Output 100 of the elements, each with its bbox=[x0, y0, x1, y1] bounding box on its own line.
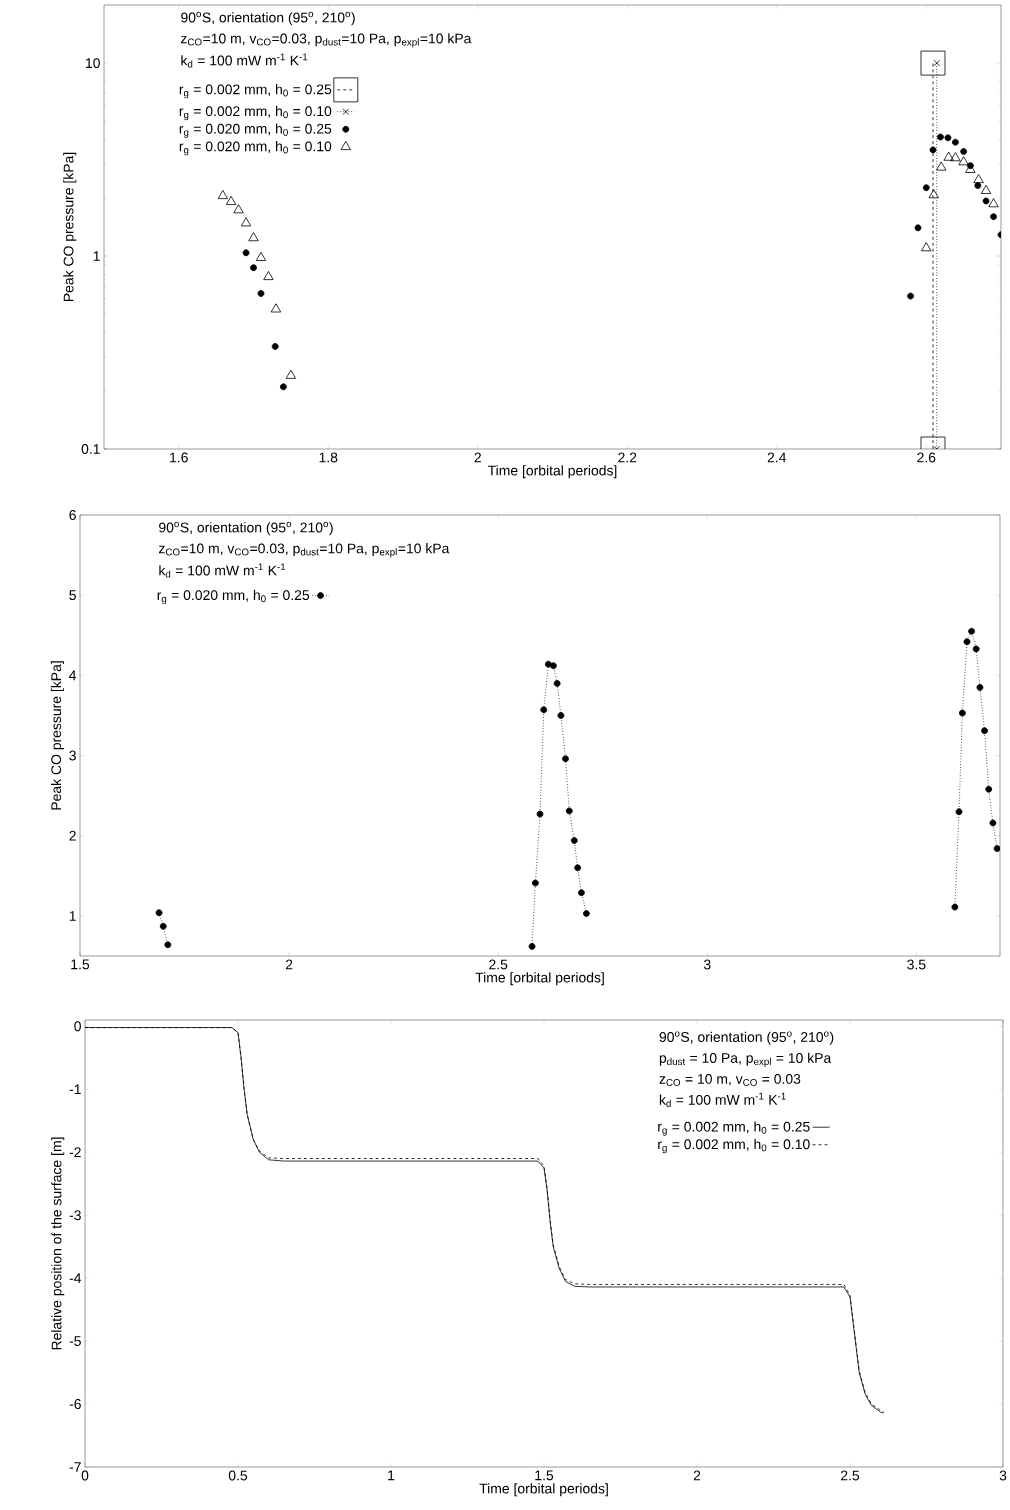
legend-label: r$_{g}$ = 0.002 mm, h$_{0}$ = 0.10 bbox=[179, 105, 332, 121]
point bbox=[943, 151, 954, 161]
point bbox=[583, 910, 590, 917]
point bbox=[532, 879, 539, 887]
point bbox=[536, 810, 544, 818]
point bbox=[989, 819, 997, 827]
x-tick-label: 2.2 bbox=[618, 452, 637, 463]
point bbox=[968, 627, 975, 635]
point bbox=[233, 204, 244, 214]
text: z$_{CO}$=10 m, v$_{CO}$=0.03, p$_{dust}$=10 Pa, p$_{expl}$=10 kPa bbox=[181, 33, 472, 48]
point bbox=[937, 133, 944, 141]
point bbox=[280, 383, 287, 391]
point bbox=[562, 755, 569, 763]
x-tick-label: 2 bbox=[474, 452, 481, 463]
point bbox=[270, 303, 282, 313]
y-tick-label: 6 bbox=[69, 510, 76, 520]
annotation: 90$^{o}$S, orientation (95$^{o}$, 210$^{o}$) bbox=[181, 11, 355, 26]
y-tick-label: 2 bbox=[69, 830, 76, 841]
annotation: k$_{d}$ = 100 mW m$^{-1}$ K$^{-1}$ bbox=[181, 53, 308, 68]
point bbox=[974, 182, 982, 189]
y-tick-label: 10 bbox=[86, 58, 100, 69]
point bbox=[950, 152, 961, 162]
y-tick-label: 5 bbox=[69, 590, 76, 601]
point bbox=[976, 684, 984, 691]
point bbox=[225, 195, 237, 205]
point bbox=[985, 785, 993, 793]
x-tick-label: 2.5 bbox=[489, 959, 508, 970]
x-tick-label: 3.5 bbox=[907, 959, 926, 970]
text: z$_{CO}$=10 m, v$_{CO}$=0.03, p$_{dust}$=10 Pa, p$_{expl}$=10 kPa bbox=[158, 543, 450, 558]
point bbox=[540, 706, 548, 714]
annotation: 90$^{o}$S, orientation (95$^{o}$, 210$^{o}$) bbox=[159, 521, 333, 536]
point bbox=[958, 709, 966, 717]
point bbox=[285, 369, 297, 379]
annotation: z$_{CO}$ = 10 m, v$_{CO}$ = 0.03 bbox=[659, 1073, 801, 1086]
y-axis-title: Relative position of the surface [m] bbox=[51, 1137, 65, 1350]
point bbox=[565, 807, 573, 815]
point bbox=[972, 645, 980, 653]
point bbox=[271, 343, 279, 350]
y-tick-label: 3 bbox=[69, 750, 76, 761]
point bbox=[920, 50, 946, 76]
legend-label: r$_{g}$ = 0.002 mm, h$_{0}$ = 0.25 bbox=[658, 1121, 810, 1136]
point bbox=[257, 290, 265, 297]
x-tick-label: 1 bbox=[388, 1470, 395, 1481]
x-tick-label: 2.5 bbox=[841, 1470, 860, 1481]
point bbox=[263, 270, 274, 281]
point bbox=[921, 242, 932, 252]
y-tick-label: -2 bbox=[69, 1147, 81, 1158]
point bbox=[578, 889, 585, 897]
x-tick-label: 3 bbox=[999, 1470, 1007, 1481]
point bbox=[928, 189, 939, 199]
point bbox=[990, 213, 997, 221]
legend-label: r$_{g}$ = 0.020 mm, h$_{0}$ = 0.10 bbox=[179, 141, 332, 156]
point bbox=[963, 638, 971, 646]
point bbox=[929, 146, 937, 154]
annotation: 90$^{o}$S, orientation (95$^{o}$, 210$^{o}$) bbox=[659, 1031, 834, 1045]
point bbox=[553, 679, 561, 687]
point bbox=[570, 837, 578, 844]
point bbox=[574, 864, 582, 872]
annotation: p$_{dust}$ = 10 Pa, p$_{expl}$ = 10 kPa bbox=[659, 1052, 832, 1067]
y-axis-title: Peak CO pressure [kPa] bbox=[50, 661, 64, 810]
y-tick-label: -6 bbox=[69, 1399, 81, 1409]
y-tick-label: -4 bbox=[69, 1273, 82, 1283]
point bbox=[255, 251, 267, 261]
point bbox=[958, 156, 969, 166]
y-tick-label: 0 bbox=[74, 1021, 81, 1032]
y-axis-title: Peak CO pressure [kPa] bbox=[63, 152, 77, 302]
point bbox=[159, 922, 167, 930]
y-tick-label: -5 bbox=[69, 1336, 81, 1346]
y-tick-label: 1 bbox=[69, 911, 76, 921]
point bbox=[248, 232, 259, 242]
legend-label: r$_{g}$ = 0.002 mm, h$_{0}$ = 0.10 bbox=[658, 1138, 810, 1154]
point bbox=[933, 59, 940, 67]
point bbox=[907, 292, 914, 300]
point bbox=[240, 217, 252, 227]
point bbox=[960, 148, 968, 155]
point bbox=[528, 942, 536, 950]
x-tick-label: 3 bbox=[703, 959, 711, 970]
x-tick-label: 1.5 bbox=[71, 959, 90, 970]
x-tick-label: 1.6 bbox=[170, 452, 188, 463]
x-axis-title: Time [orbital periods] bbox=[487, 465, 617, 479]
point bbox=[973, 174, 984, 184]
point bbox=[955, 808, 963, 816]
x-tick-label: 2.6 bbox=[917, 452, 936, 463]
legend-label: r$_{g}$ = 0.002 mm, h$_{0}$ = 0.25 bbox=[179, 84, 332, 99]
x-axis-title: Time [orbital periods] bbox=[479, 1483, 608, 1497]
x-tick-label: 2.4 bbox=[767, 452, 787, 463]
y-tick-label: 1 bbox=[93, 251, 100, 261]
point bbox=[982, 197, 990, 205]
x-tick-label: 1.5 bbox=[535, 1470, 554, 1481]
point bbox=[914, 224, 922, 232]
point bbox=[922, 184, 930, 192]
point bbox=[217, 189, 229, 200]
point bbox=[557, 712, 565, 719]
point bbox=[549, 662, 557, 670]
annotation: k$_{d}$ = 100 mW m$^{-1}$ K$^{-1}$ bbox=[659, 1092, 786, 1107]
y-tick-label: -1 bbox=[69, 1084, 81, 1095]
point bbox=[981, 727, 988, 735]
point bbox=[936, 161, 947, 171]
y-tick-label: 4 bbox=[69, 670, 77, 681]
y-tick-label: -7 bbox=[69, 1462, 81, 1472]
